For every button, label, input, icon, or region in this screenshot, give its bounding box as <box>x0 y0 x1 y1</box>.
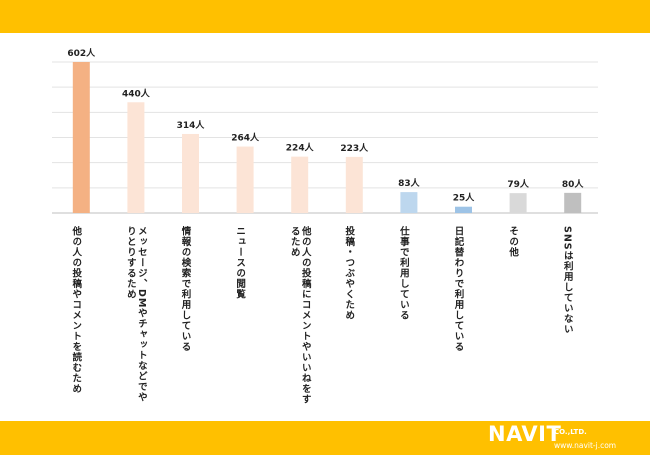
category-label: 他の人の投稿やコメントを読むため <box>70 226 82 394</box>
logo-url: www.navit-j.com <box>554 441 617 450</box>
bar <box>72 62 90 213</box>
bar <box>236 146 254 213</box>
category-label: SNSは利用していない <box>561 226 573 335</box>
value-label: 440人 <box>122 87 151 99</box>
bar <box>455 206 472 213</box>
logo-text: NAVIT <box>488 422 562 446</box>
bar <box>182 133 199 213</box>
header-band <box>0 0 650 33</box>
company-logo[interactable]: NAVIT CO.,LTD. www.navit-j.com <box>488 423 638 453</box>
category-label: メッセージ、DMやチャットなどでやりとりするため <box>124 226 147 403</box>
bar <box>400 192 418 213</box>
logo-company: CO.,LTD. <box>554 428 587 436</box>
bar <box>127 102 145 213</box>
bar <box>291 156 309 213</box>
category-label: ニュースの閲覧 <box>234 226 246 300</box>
value-label: 80人 <box>562 178 585 190</box>
category-label: 他の人の投稿にコメントやいいねをするため <box>288 226 311 405</box>
category-label: 仕事で利用している <box>397 226 409 321</box>
category-label: 投稿・つぶやくため <box>343 226 355 321</box>
bar <box>345 156 363 213</box>
value-label: 264人 <box>231 132 260 144</box>
value-label: 83人 <box>398 177 421 189</box>
value-label: 314人 <box>177 119 206 131</box>
category-label: その他 <box>507 226 519 258</box>
value-label: 223人 <box>340 142 369 154</box>
footer-band <box>0 421 650 455</box>
category-label: 日記替わりで利用している <box>452 226 464 352</box>
bar <box>564 192 582 213</box>
bar <box>509 193 527 213</box>
category-label: 情報の検索で利用している <box>179 226 191 352</box>
value-label: 25人 <box>453 192 476 204</box>
value-label: 79人 <box>507 178 530 190</box>
value-label: 602人 <box>67 47 96 59</box>
value-label: 224人 <box>286 142 315 154</box>
